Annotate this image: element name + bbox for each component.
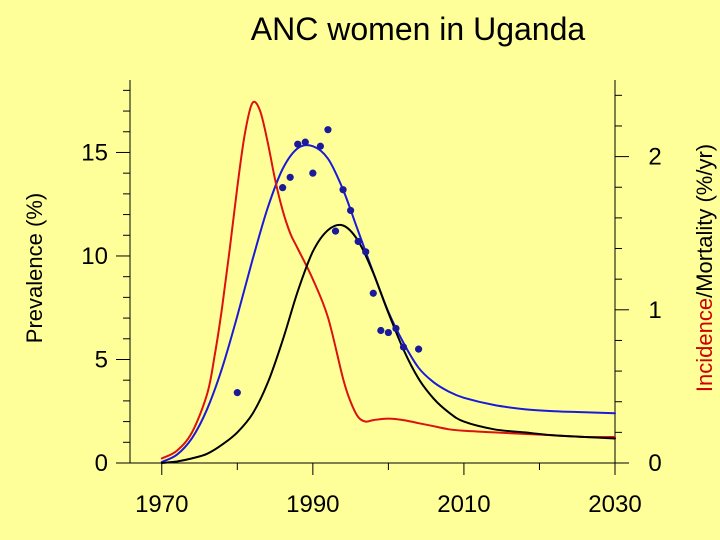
data-point [316, 142, 324, 150]
x-tick-label: 2010 [437, 491, 490, 518]
chart-title: ANC women in Uganda [251, 11, 586, 47]
data-point [399, 343, 408, 351]
data-point [384, 328, 392, 337]
x-tick-label: 2030 [588, 491, 641, 518]
data-point [339, 186, 347, 194]
y-axis-right-title: Incidence/Mortality (%/yr) [692, 144, 717, 392]
mortality-line [160, 223, 616, 464]
data-point [377, 326, 385, 335]
y-right-tick-label: 0 [648, 450, 661, 477]
data-point [392, 324, 400, 333]
x-axis: 1970 1990 2010 2030 [124, 462, 642, 518]
y-left-tick-label: 15 [81, 139, 108, 166]
y-left-tick-label: 5 [95, 346, 108, 373]
y-axis-right-title-mortality: /Mortality (%/yr) [692, 144, 717, 298]
data-points [233, 126, 423, 397]
incidence-line [160, 100, 616, 460]
data-point [347, 206, 355, 215]
y-axis-right-title-incidence: Incidence [692, 298, 717, 392]
data-point [233, 389, 241, 397]
y-left-tick-label: 10 [81, 243, 108, 270]
right-y-axis: 0 1 2 [614, 80, 662, 477]
y-right-tick-label: 2 [648, 144, 661, 171]
left-y-axis: 0 5 10 15 [81, 80, 131, 477]
data-point [331, 227, 340, 235]
y-axis-left-title: Prevalence (%) [22, 193, 47, 343]
data-point [294, 140, 302, 148]
x-tick-label: 1970 [135, 491, 188, 518]
data-point [362, 248, 370, 256]
data-point [415, 345, 423, 353]
y-left-tick-label: 0 [95, 450, 108, 477]
data-point [286, 173, 294, 181]
data-point [301, 138, 309, 146]
x-tick-label: 1990 [286, 491, 339, 518]
data-point [309, 169, 317, 177]
data-point [324, 126, 332, 134]
data-point [354, 237, 362, 246]
data-point [369, 289, 377, 297]
data-point [279, 184, 287, 192]
y-right-tick-label: 1 [648, 297, 661, 324]
